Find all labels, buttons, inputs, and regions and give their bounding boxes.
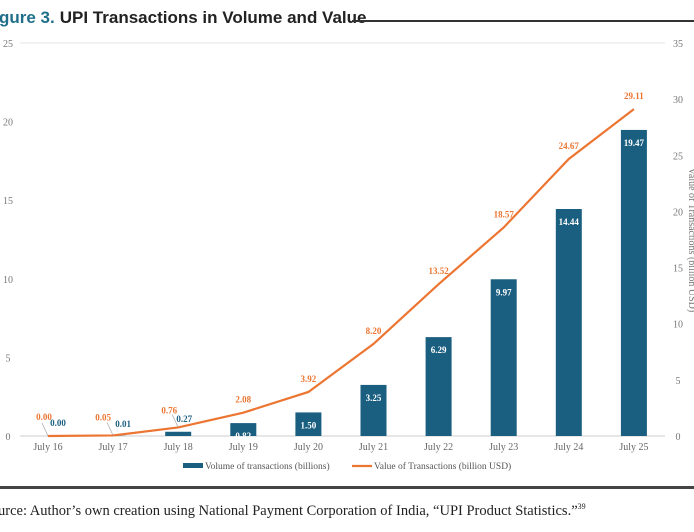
bar-data-label: 0.82 — [235, 431, 251, 441]
y-right-tick-label: 20 — [673, 207, 683, 218]
bar — [555, 209, 582, 436]
x-tick-label: July 19 — [229, 442, 258, 453]
y-right-tick-label: 5 — [676, 376, 681, 387]
line-data-label: 18.57 — [494, 209, 515, 219]
source-note: urce: Author’s own creation using Nation… — [0, 502, 586, 520]
bar — [490, 279, 517, 436]
bar-data-label: 0.27 — [176, 414, 192, 424]
bar-data-label: 6.29 — [431, 345, 447, 355]
y-right-tick-label: 30 — [673, 95, 683, 106]
y-left-tick-label: 10 — [3, 275, 13, 286]
legend-bar-swatch — [183, 463, 203, 468]
y-left-tick-label: 15 — [3, 196, 13, 207]
y-left-tick-label: 25 — [3, 39, 13, 50]
legend-bar-label: Volume of transactions (billions) — [205, 461, 330, 472]
label-leader-line — [106, 422, 114, 436]
bar — [620, 129, 647, 437]
line-data-label: 13.52 — [428, 266, 449, 276]
label-leader-line — [41, 422, 49, 437]
chart: 0 5 10 15 20 25 0 5 10 15 20 25 30 35 Value of Transac… — [3, 39, 694, 472]
y-left-tick-label: 0 — [6, 432, 11, 443]
figure-title: gure 3. UPI Transactions in Volume and V… — [0, 8, 366, 28]
bar-data-label: 3.25 — [366, 393, 382, 403]
bar — [360, 384, 387, 436]
x-tick-label: July 20 — [294, 442, 323, 453]
bar — [230, 423, 257, 436]
line-data-label: 0.05 — [95, 412, 111, 422]
line-data-label: 24.67 — [559, 141, 580, 151]
bar-data-label: 9.97 — [496, 287, 512, 297]
y-right-axis-label: Value of Transactions (billion USD) — [686, 168, 694, 312]
bar-data-label: 0.00 — [50, 418, 66, 428]
y-right-tick-label: 0 — [676, 432, 681, 443]
bar-data-label: 14.44 — [559, 217, 580, 227]
y-left-tick-label: 20 — [3, 118, 13, 129]
bar-data-label: 19.47 — [624, 138, 645, 148]
x-tick-label: July 25 — [619, 442, 648, 453]
x-tick-label: July 22 — [424, 442, 453, 453]
line-data-label: 0.76 — [161, 405, 177, 415]
x-tick-label: July 21 — [359, 442, 388, 453]
source-text: urce: Author’s own creation using Nation… — [0, 502, 578, 519]
bar — [165, 431, 192, 436]
line-data-label: 3.92 — [301, 374, 317, 384]
y-right-tick-label: 35 — [673, 39, 683, 50]
source-footnote: 39 — [577, 502, 586, 511]
bar-data-label: 1.50 — [301, 420, 317, 430]
x-tick-label: July 23 — [489, 442, 518, 453]
x-tick-label: July 18 — [164, 442, 193, 453]
line-data-label: 2.08 — [235, 395, 251, 405]
bottom-rule — [0, 486, 694, 489]
figure-title-text: UPI Transactions in Volume and Value — [59, 8, 367, 27]
y-right-tick-label: 15 — [673, 264, 683, 275]
line-data-label: 0.00 — [36, 412, 52, 422]
x-tick-label: July 17 — [99, 442, 128, 453]
title-rule — [352, 20, 694, 22]
x-tick-label: July 24 — [554, 442, 583, 453]
bar — [295, 412, 322, 436]
x-tick-label: July 16 — [33, 442, 62, 453]
bar-data-label: 0.01 — [115, 419, 131, 429]
bar — [425, 337, 452, 436]
line-data-label: 29.11 — [624, 91, 644, 101]
figure-label: gure 3. — [0, 8, 55, 27]
line-series — [47, 108, 635, 438]
line-data-label: 8.20 — [366, 326, 382, 336]
y-right-tick-label: 10 — [673, 320, 683, 331]
legend-line-label: Value of Transactions (billion USD) — [374, 461, 511, 472]
y-left-tick-label: 5 — [6, 353, 11, 364]
y-right-tick-label: 25 — [673, 151, 683, 162]
label-leader-line — [171, 414, 179, 428]
